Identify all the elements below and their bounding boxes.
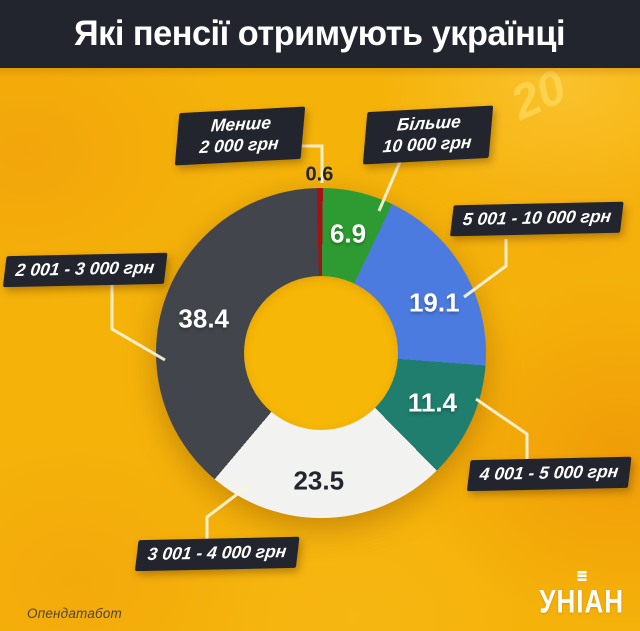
segment-value-5: 38.4 bbox=[178, 303, 230, 334]
label-badge-3001-4000: 3 001 - 4 000 грн bbox=[134, 536, 300, 572]
header: Які пенсії отримують українці bbox=[0, 0, 640, 68]
label-badge-less-2000: Менше 2 000 грн bbox=[174, 106, 306, 166]
segment-value-1: 6.9 bbox=[329, 218, 367, 249]
unian-logo: УНІАН bbox=[539, 571, 624, 621]
segment-value-3: 11.4 bbox=[407, 387, 458, 418]
donut-hole bbox=[244, 276, 398, 430]
segment-value-4: 23.5 bbox=[293, 465, 345, 496]
leader-line-4001-5000 bbox=[475, 397, 529, 460]
banknote-watermark: 20 bbox=[503, 60, 574, 131]
label-badge-4001-5000: 4 001 - 5 000 грн bbox=[466, 456, 632, 492]
unian-emblem-icon bbox=[577, 571, 587, 581]
label-badge-2001-3000: 2 001 - 3 000 грн bbox=[2, 252, 168, 288]
label-badge-more-10000: Більше 10 000 грн bbox=[362, 105, 494, 165]
source-credit: Опендатабот bbox=[27, 606, 122, 621]
segment-value-0: 0.6 bbox=[305, 163, 334, 186]
page-title: Які пенсії отримують українці bbox=[74, 14, 566, 53]
label-badge-5001-10000: 5 001 - 10 000 грн bbox=[449, 201, 625, 237]
unian-logo-text: УНІАН bbox=[539, 582, 624, 620]
segment-value-2: 19.1 bbox=[408, 287, 460, 318]
